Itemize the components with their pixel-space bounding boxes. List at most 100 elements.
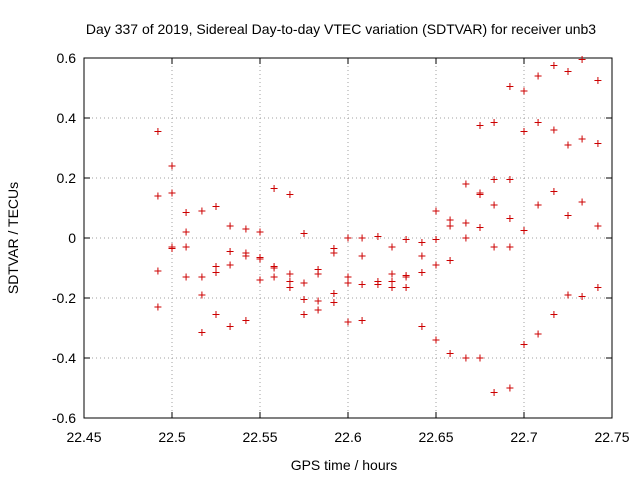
data-point bbox=[476, 354, 484, 362]
data-point bbox=[242, 317, 250, 324]
data-point bbox=[226, 323, 234, 330]
data-point bbox=[550, 188, 558, 195]
data-point bbox=[520, 87, 528, 95]
data-point bbox=[594, 284, 602, 291]
data-point bbox=[330, 249, 338, 257]
data-point bbox=[550, 311, 558, 318]
data-point bbox=[506, 243, 514, 251]
data-point bbox=[374, 281, 382, 288]
data-point bbox=[402, 284, 410, 291]
data-point bbox=[578, 198, 586, 206]
data-point bbox=[344, 318, 352, 326]
data-point bbox=[388, 278, 396, 285]
data-point bbox=[198, 273, 206, 281]
data-point bbox=[402, 236, 410, 243]
data-point bbox=[182, 228, 190, 236]
y-tick-label: -0.6 bbox=[52, 410, 76, 426]
data-point bbox=[462, 180, 470, 188]
data-point bbox=[330, 299, 338, 306]
data-point bbox=[446, 350, 454, 357]
data-points bbox=[154, 56, 602, 396]
y-tick-label: 0.2 bbox=[57, 170, 77, 186]
data-point bbox=[344, 234, 352, 242]
data-point bbox=[270, 185, 278, 192]
data-point bbox=[168, 245, 176, 252]
data-point bbox=[242, 252, 250, 260]
data-point bbox=[462, 219, 470, 227]
data-point bbox=[594, 77, 602, 84]
data-point bbox=[432, 336, 440, 344]
data-point bbox=[388, 284, 396, 291]
data-point bbox=[344, 273, 352, 281]
data-point bbox=[506, 176, 514, 183]
data-point bbox=[358, 281, 366, 288]
data-point bbox=[314, 306, 322, 314]
data-point bbox=[168, 189, 176, 197]
data-point bbox=[212, 269, 220, 276]
data-point bbox=[564, 141, 572, 149]
data-point bbox=[286, 278, 294, 285]
x-tick-label: 22.7 bbox=[510, 429, 537, 445]
data-point bbox=[286, 191, 294, 198]
data-point bbox=[534, 72, 542, 80]
data-point bbox=[270, 264, 278, 272]
data-point bbox=[506, 83, 514, 90]
data-point bbox=[594, 222, 602, 230]
data-point bbox=[256, 255, 264, 263]
data-point bbox=[534, 330, 542, 338]
data-point bbox=[446, 216, 454, 224]
data-point bbox=[286, 284, 294, 291]
data-point bbox=[476, 191, 484, 198]
data-point bbox=[344, 279, 352, 287]
y-tick-label: 0 bbox=[68, 230, 76, 246]
data-point bbox=[198, 329, 206, 336]
data-point bbox=[418, 239, 426, 246]
data-point bbox=[462, 234, 470, 242]
x-tick-label: 22.55 bbox=[242, 429, 277, 445]
data-point bbox=[490, 243, 498, 251]
data-point bbox=[300, 296, 308, 303]
data-point bbox=[446, 222, 454, 230]
data-point bbox=[198, 207, 206, 215]
data-point bbox=[550, 126, 558, 134]
data-point bbox=[226, 248, 234, 255]
data-point bbox=[594, 140, 602, 147]
data-point bbox=[476, 122, 484, 129]
data-point bbox=[432, 207, 440, 215]
data-point bbox=[534, 119, 542, 126]
data-point bbox=[154, 128, 162, 135]
data-point bbox=[300, 279, 308, 287]
y-tick-label: -0.2 bbox=[52, 290, 76, 306]
data-point bbox=[432, 236, 440, 243]
y-axis-ticks: -0.6 -0.4 -0.2 0 0.2 0.4 0.6 bbox=[52, 50, 612, 426]
chart-title: Day 337 of 2019, Sidereal Day-to-day VTE… bbox=[86, 21, 596, 37]
data-point bbox=[418, 269, 426, 276]
data-point bbox=[418, 252, 426, 260]
data-point bbox=[578, 135, 586, 143]
data-point bbox=[182, 243, 190, 251]
data-point bbox=[388, 243, 396, 251]
data-point bbox=[418, 323, 426, 330]
data-point bbox=[462, 354, 470, 362]
data-point bbox=[168, 162, 176, 170]
data-point bbox=[154, 303, 162, 311]
x-tick-label: 22.5 bbox=[158, 429, 185, 445]
data-point bbox=[446, 257, 454, 264]
y-axis-label: SDTVAR / TECUs bbox=[5, 182, 21, 294]
y-tick-label: 0.6 bbox=[57, 50, 77, 66]
data-point bbox=[506, 384, 514, 392]
data-point bbox=[490, 176, 498, 183]
x-tick-label: 22.6 bbox=[334, 429, 361, 445]
y-tick-label: 0.4 bbox=[57, 110, 77, 126]
data-point bbox=[212, 263, 220, 270]
data-point bbox=[182, 273, 190, 281]
data-point bbox=[374, 233, 382, 240]
data-point bbox=[256, 228, 264, 236]
data-point bbox=[578, 293, 586, 300]
data-point bbox=[534, 201, 542, 209]
x-tick-label: 22.65 bbox=[418, 429, 453, 445]
data-point bbox=[564, 212, 572, 219]
x-tick-label: 22.75 bbox=[594, 429, 629, 445]
data-point bbox=[520, 128, 528, 135]
data-point bbox=[270, 273, 278, 281]
